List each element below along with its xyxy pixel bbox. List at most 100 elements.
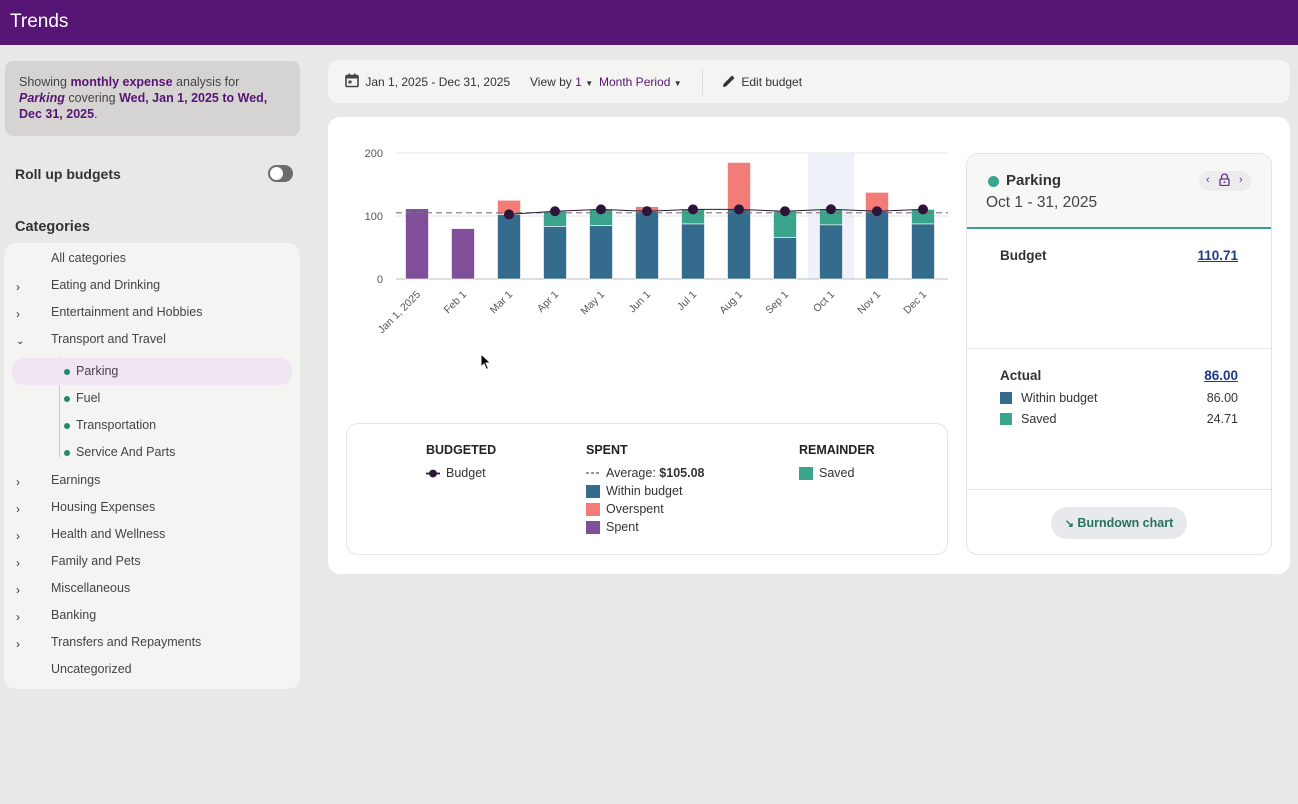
chevron-right-icon[interactable]: › xyxy=(16,307,20,321)
budget-value-link[interactable]: 110.71 xyxy=(1197,248,1238,263)
subcategory-item-parking[interactable]: Parking xyxy=(12,358,292,385)
category-label: Earnings xyxy=(51,473,101,487)
bar-within-budget xyxy=(865,210,889,280)
x-tick-label: Jan 1, 2025 xyxy=(376,289,423,336)
period-dropdown[interactable]: Month Period ▼ xyxy=(599,75,682,89)
page-title: Trends xyxy=(10,11,69,32)
category-item[interactable]: › Housing Expenses xyxy=(4,496,300,523)
subcategory-label: Transportation xyxy=(76,418,157,432)
categories-heading: Categories xyxy=(15,219,90,235)
category-item[interactable]: › Entertainment and Hobbies xyxy=(4,301,300,328)
bar-spent xyxy=(405,208,429,280)
x-tick-label: Nov 1 xyxy=(855,289,883,317)
chevron-right-icon[interactable]: › xyxy=(16,610,20,624)
budget-marker xyxy=(642,206,652,217)
budget-label: Budget xyxy=(1000,248,1047,263)
category-item[interactable]: › Health and Wellness xyxy=(4,523,300,550)
x-tick-label: Feb 1 xyxy=(442,289,470,317)
category-dot-icon xyxy=(64,369,70,375)
view-by-dropdown[interactable]: View by 1 ▼ xyxy=(530,75,593,89)
category-item[interactable]: › Banking xyxy=(4,604,300,631)
bar-within-budget xyxy=(681,223,705,280)
date-range-label: Jan 1, 2025 - Dec 31, 2025 xyxy=(365,75,511,89)
category-item[interactable]: › Transfers and Repayments xyxy=(4,631,300,658)
legend-item-within-budget[interactable]: Within budget xyxy=(586,484,704,502)
summary-text: covering xyxy=(64,91,120,105)
subcategory-label: Parking xyxy=(76,364,119,378)
arrow-down-right-icon: ↘ xyxy=(1064,518,1074,530)
chevron-right-icon[interactable]: › xyxy=(16,475,20,489)
subcategory-item[interactable]: Fuel xyxy=(12,385,292,412)
subcategory-item[interactable]: Transportation xyxy=(12,412,292,439)
legend-item-average[interactable]: Average: $105.08 xyxy=(586,466,704,484)
legend-label: Overspent xyxy=(606,502,664,516)
chevron-left-icon[interactable]: ‹ xyxy=(1206,174,1210,186)
category-item[interactable]: › Miscellaneous xyxy=(4,577,300,604)
y-tick-label: 0 xyxy=(377,274,383,286)
within-budget-row: Within budget 86.00 xyxy=(1000,391,1238,405)
summary-category: Parking xyxy=(19,91,65,105)
actual-value-link[interactable]: 86.00 xyxy=(1204,368,1238,383)
edit-budget-button[interactable]: Edit budget xyxy=(722,74,802,89)
category-item[interactable]: ⌄ Transport and Travel xyxy=(4,328,300,355)
tree-connector xyxy=(59,357,60,457)
chevron-right-icon[interactable]: › xyxy=(16,637,20,651)
swatch-icon xyxy=(799,467,813,480)
view-by-value: 1 xyxy=(575,75,582,89)
category-label: Banking xyxy=(51,608,97,622)
average-value: $105.08 xyxy=(659,466,705,480)
actual-row: Actual 86.00 xyxy=(1000,368,1238,383)
bar-within-budget xyxy=(911,223,935,280)
legend-heading: SPENT xyxy=(586,443,628,457)
lock-icon[interactable] xyxy=(1219,173,1230,189)
chevron-right-icon[interactable]: › xyxy=(16,583,20,597)
swatch-icon xyxy=(1000,392,1012,404)
chevron-right-icon[interactable]: › xyxy=(16,502,20,516)
category-item[interactable]: › Family and Pets xyxy=(4,550,300,577)
view-by-label: View by xyxy=(530,75,572,89)
x-tick-label: May 1 xyxy=(578,289,607,318)
legend-item-overspent[interactable]: Overspent xyxy=(586,502,704,520)
period-nav: ‹ › xyxy=(1199,171,1251,191)
x-tick-label: Apr 1 xyxy=(535,289,561,315)
chevron-down-icon[interactable]: ⌄ xyxy=(16,336,25,347)
burndown-chart-button[interactable]: ↘ Burndown chart xyxy=(1051,507,1187,539)
subcategory-item[interactable]: Service And Parts xyxy=(12,439,292,466)
category-label: All categories xyxy=(51,251,127,265)
summary-text: . xyxy=(94,107,98,121)
bar-within-budget xyxy=(497,214,521,280)
category-label: Uncategorized xyxy=(51,662,132,676)
trend-chart: 0 100 200 Jan 1, 2025 Feb 1 Mar 1 Apr 1 May 1 Ju… xyxy=(365,148,948,336)
period-label: Month Period xyxy=(599,75,671,89)
chevron-right-icon[interactable]: › xyxy=(16,556,20,570)
category-item[interactable]: › Earnings xyxy=(4,469,300,496)
category-label: Transfers and Repayments xyxy=(51,635,202,649)
rollup-toggle[interactable] xyxy=(268,165,293,182)
category-item[interactable]: Uncategorized xyxy=(4,658,300,685)
category-item[interactable]: All categories xyxy=(4,247,300,274)
x-tick-label: Oct 1 xyxy=(811,289,837,315)
chevron-right-icon[interactable]: › xyxy=(1239,174,1243,186)
legend-label: Average: xyxy=(606,466,656,480)
saved-value: 24.71 xyxy=(1206,412,1238,426)
bar-overspent xyxy=(727,162,751,210)
budget-marker xyxy=(826,204,836,215)
legend-item-spent[interactable]: Spent xyxy=(586,520,704,538)
mouse-cursor-icon xyxy=(480,353,492,371)
chevron-right-icon[interactable]: › xyxy=(16,280,20,294)
budget-marker xyxy=(734,204,744,215)
category-item[interactable]: › Eating and Drinking xyxy=(4,274,300,301)
category-dot-icon xyxy=(64,396,70,402)
dashed-line-icon xyxy=(586,472,600,474)
main-panel: 0 100 200 Jan 1, 2025 Feb 1 Mar 1 Apr 1 May 1 Ju… xyxy=(328,117,1290,574)
legend-label: Budget xyxy=(446,466,486,480)
pencil-icon xyxy=(723,75,735,87)
category-label: Health and Wellness xyxy=(51,527,166,541)
legend-item-saved[interactable]: Saved xyxy=(799,466,875,484)
date-range-picker[interactable]: Jan 1, 2025 - Dec 31, 2025 xyxy=(345,73,510,89)
budget-line xyxy=(508,208,924,215)
budget-marker xyxy=(550,206,560,217)
legend-item-budget[interactable]: Budget xyxy=(426,466,496,484)
chevron-right-icon[interactable]: › xyxy=(16,529,20,543)
saved-row: Saved 24.71 xyxy=(1000,412,1238,426)
